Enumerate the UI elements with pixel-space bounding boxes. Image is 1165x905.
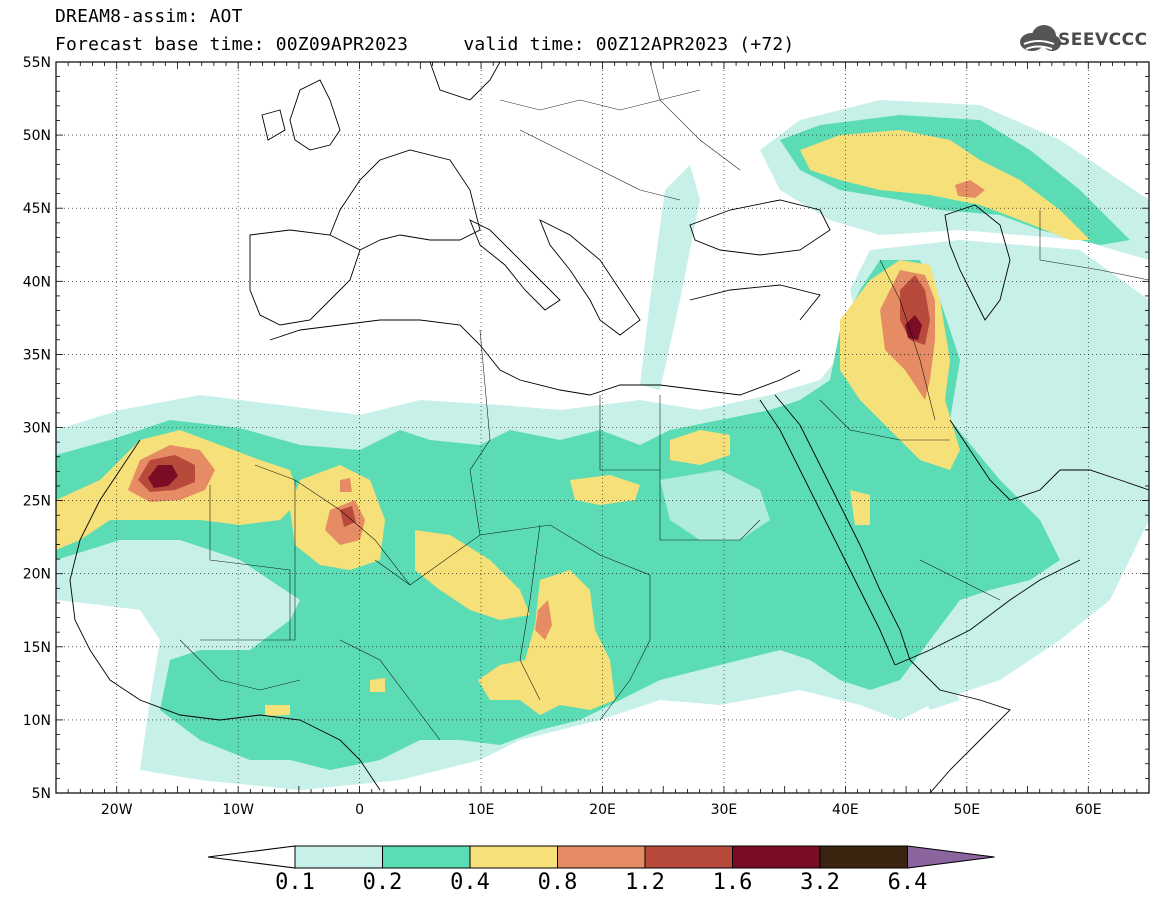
colorbar-bin — [732, 845, 821, 869]
latitude-labels: 55N 50N 45N 40N 35N 30N 25N 20N 15N 10N 5N — [23, 55, 51, 802]
colorbar-bin — [294, 845, 383, 869]
colorbar-label: 0.2 — [362, 870, 403, 895]
colorbar-bin — [469, 845, 558, 869]
colorbar-label: 3.2 — [800, 870, 840, 895]
lat-label: 30N — [23, 421, 51, 437]
lon-label: 50E — [953, 802, 980, 818]
aot-1.6-contour — [148, 315, 922, 488]
lat-label: 25N — [23, 494, 51, 510]
colorbar-label: 6.4 — [887, 870, 928, 895]
colorbar — [207, 845, 995, 869]
logo-text: SEEVCCC — [1058, 30, 1148, 50]
colorbar-label: 1.6 — [712, 870, 753, 895]
lat-label: 5N — [32, 786, 51, 802]
colorbar-over-arrow — [907, 845, 995, 869]
colorbar-label: 0.8 — [537, 870, 578, 895]
lat-label: 20N — [23, 567, 51, 583]
lon-label: 40E — [832, 802, 859, 818]
lon-label: 20E — [589, 802, 616, 818]
colorbar-bin — [819, 845, 908, 869]
colorbar-bin — [382, 845, 471, 869]
colorbar-under-arrow — [207, 845, 296, 869]
lon-label: 10E — [468, 802, 495, 818]
colorbar-bin — [644, 845, 733, 869]
lat-label: 45N — [23, 201, 51, 217]
coastlines — [69, 62, 1149, 793]
colorbar-label: 0.4 — [450, 870, 490, 895]
lat-label: 35N — [23, 347, 51, 363]
lat-label: 55N — [23, 55, 51, 71]
forecast-times: Forecast base time: 00Z09APR2023 valid t… — [55, 34, 795, 55]
graticule — [55, 61, 1150, 794]
lat-label: 10N — [23, 713, 51, 729]
lat-label: 40N — [23, 274, 51, 290]
colorbar-label: 1.2 — [625, 870, 665, 895]
lon-label: 20W — [101, 802, 133, 818]
aot-field — [56, 62, 1149, 793]
lon-label: 10W — [222, 802, 254, 818]
cloud-icon — [1020, 25, 1061, 51]
lon-label: 0 — [355, 802, 364, 818]
lon-label: 60E — [1075, 802, 1102, 818]
lat-label: 50N — [23, 128, 51, 144]
colorbar-label: 0.1 — [275, 870, 315, 895]
country-borders — [179, 62, 1149, 741]
product-title: DREAM8-assim: AOT — [55, 6, 243, 27]
colorbar-bin — [557, 845, 646, 869]
lat-label: 15N — [23, 640, 51, 656]
longitude-labels: 20W 10W 0 10E 20E 30E 40E 50E 60E — [101, 802, 1102, 818]
lon-label: 30E — [711, 802, 738, 818]
